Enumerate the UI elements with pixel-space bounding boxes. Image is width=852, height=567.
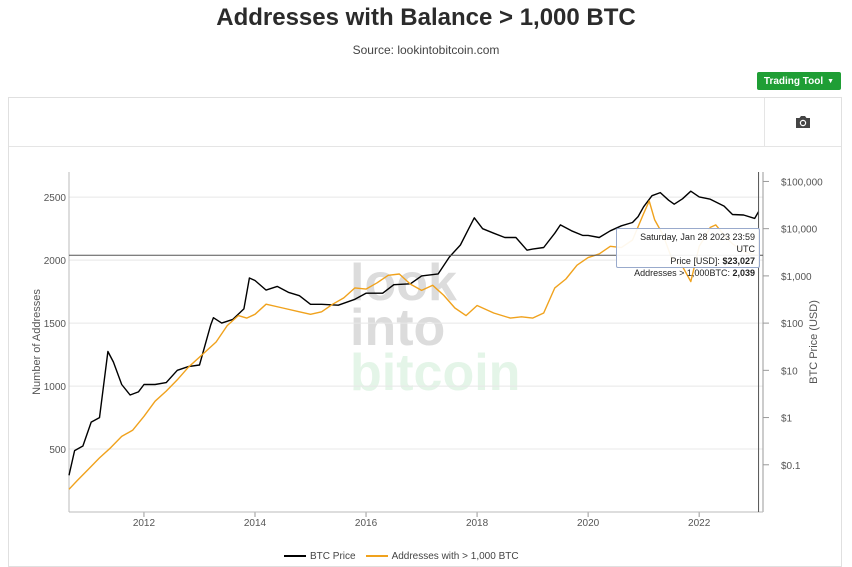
tooltip-price-value: $23,027 <box>722 256 755 266</box>
tooltip-addr-value: 2,039 <box>732 268 755 278</box>
tooltip-addr-label: Addresses > 1,000BTC: <box>634 268 730 278</box>
legend-label-addresses: Addresses with > 1,000 BTC <box>391 550 519 562</box>
trading-tool-button[interactable]: Trading Tool ▼ <box>757 72 841 90</box>
legend-swatch-btc-price <box>284 555 306 557</box>
page-title: Addresses with Balance > 1,000 BTC <box>216 4 636 31</box>
legend-swatch-addresses <box>365 555 388 557</box>
legend-item-addresses[interactable]: Addresses with > 1,000 BTC <box>365 550 519 562</box>
hover-tooltip: Saturday, Jan 28 2023 23:59 UTC Price [U… <box>616 228 760 278</box>
trading-tool-label: Trading Tool <box>763 75 824 87</box>
legend-label-btc-price: BTC Price <box>310 550 356 562</box>
camera-button[interactable] <box>764 98 841 146</box>
caret-down-icon: ▼ <box>827 77 835 85</box>
chart-legend: BTC Price Addresses with > 1,000 BTC <box>284 550 519 562</box>
page-subtitle: Source: lookintobitcoin.com <box>352 43 500 57</box>
chart-panel <box>8 97 842 567</box>
camera-icon <box>796 116 810 128</box>
tooltip-price-label: Price [USD]: <box>670 256 720 266</box>
legend-item-btc-price[interactable]: BTC Price <box>284 550 356 562</box>
tooltip-date: Saturday, Jan 28 2023 23:59 UTC <box>640 232 755 254</box>
chart-toolbar <box>9 98 841 147</box>
